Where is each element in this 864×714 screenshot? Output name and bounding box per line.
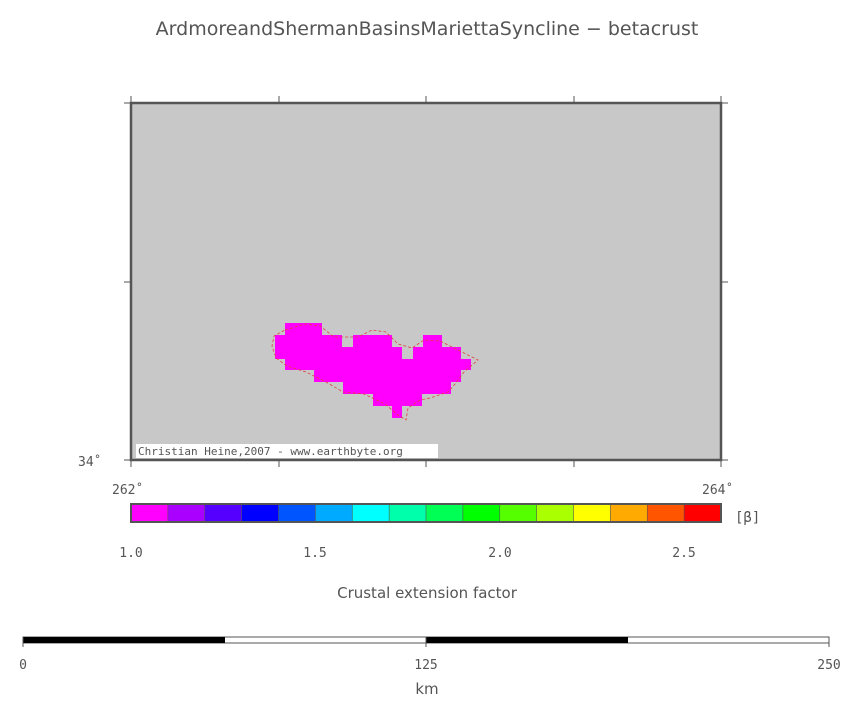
colorbar-swatch [683,503,722,523]
colorbar-swatch [573,503,612,523]
colorbar-swatch [610,503,649,523]
colorbar-unit-label: [β] [735,510,760,526]
scale-bar [22,636,830,647]
scale-tick-250: 250 [817,658,840,673]
colorbar-swatch [462,503,501,523]
colorbar-tick-1-0: 1.0 [119,546,142,561]
scale-bar-labels: 0 125 250 [19,658,841,673]
colorbar-frame [130,503,722,523]
crustal-extension-anomaly [275,323,471,418]
colorbar [130,503,722,523]
colorbar-swatch [278,503,317,523]
credit-background [136,444,438,458]
credit-label: Christian Heine,2007 - www.earthbyte.org [138,445,403,458]
colorbar-swatch [388,503,427,523]
colorbar-swatch [351,503,390,523]
colorbar-swatch [646,503,685,523]
colorbar-swatch [167,503,206,523]
lon-label-262: 262˚ [112,482,143,498]
colorbar-swatch [241,503,280,523]
colorbar-swatch [499,503,538,523]
lon-label-264: 264˚ [702,482,733,498]
colorbar-swatch [315,503,354,523]
scale-bar-unit: km [415,680,439,698]
colorbar-swatch [536,503,575,523]
colorbar-caption: Crustal extension factor [337,584,517,602]
colorbar-tick-labels: 1.0 1.5 2.0 2.5 [119,546,695,561]
map-area [129,101,723,462]
colorbar-swatch [425,503,464,523]
colorbar-swatch [204,503,243,523]
colorbar-tick-2-5: 2.5 [672,546,695,561]
colorbar-tick-2-0: 2.0 [488,546,511,561]
map-title: ArdmoreandShermanBasinsMariettaSyncline … [155,18,699,40]
scale-tick-125: 125 [414,658,437,673]
lat-label-34: 34˚ [78,454,101,470]
colorbar-tick-1-5: 1.5 [303,546,326,561]
basin-outline [271,323,479,421]
frame-ticks [124,96,728,467]
colorbar-swatch [130,503,169,523]
scale-tick-0: 0 [19,658,27,673]
